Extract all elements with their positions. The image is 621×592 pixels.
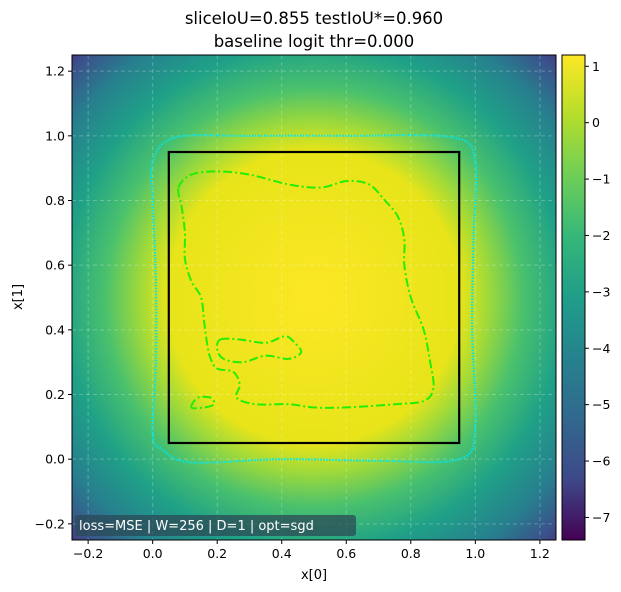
- x-tick-label: 1.0: [465, 546, 485, 561]
- threshold-contour: [149, 133, 478, 464]
- plot-area: [72, 55, 556, 540]
- y-tick-label: 0.2: [45, 387, 65, 402]
- annotation-background: [75, 515, 356, 536]
- x-axis-ticks: −0.2 0.0 0.2 0.4 0.6 0.8 1.0 1.2: [73, 540, 550, 561]
- y-tick-label: 0.6: [45, 258, 65, 273]
- x-tick-label: 0.2: [207, 546, 227, 561]
- config-annotation: loss=MSE | W=256 | D=1 | opt=sgd: [75, 515, 356, 536]
- x-axis-label: x[0]: [301, 568, 327, 583]
- colorbar-tick-label: −7: [592, 510, 610, 525]
- colorbar-tick-label: −2: [592, 228, 610, 243]
- x-tick-label: 0.4: [272, 546, 292, 561]
- x-tick-label: 0.0: [143, 546, 163, 561]
- colorbar-tick-label: −4: [592, 341, 610, 356]
- annotation-text: loss=MSE | W=256 | D=1 | opt=sgd: [79, 519, 314, 534]
- chart-title-line1: sliceIoU=0.855 testIoU*=0.960: [185, 9, 443, 28]
- x-tick-label: 0.8: [401, 546, 421, 561]
- colorbar-ticks: 1 0 −1 −2 −3 −4 −5 −6 −7: [585, 59, 610, 525]
- y-tick-label: 0.4: [45, 322, 65, 337]
- x-tick-label: −0.2: [73, 546, 103, 561]
- x-tick-label: 0.6: [336, 546, 356, 561]
- predicted-contour-inner-lobe: [215, 335, 303, 364]
- y-tick-label: 1.2: [45, 64, 65, 79]
- colorbar-tick-label: 1: [592, 59, 600, 74]
- true-box: [167, 150, 461, 445]
- y-axis-ticks: −0.2 0.0 0.2 0.4 0.6 0.8 1.0 1.2: [35, 64, 72, 531]
- chart-title-line2: baseline logit thr=0.000: [214, 32, 415, 51]
- heatmap: [72, 55, 556, 540]
- y-axis-label: x[1]: [11, 284, 26, 310]
- y-tick-label: 0.8: [45, 193, 65, 208]
- colorbar-tick-label: −6: [592, 454, 610, 469]
- y-tick-label: −0.2: [35, 516, 65, 531]
- y-tick-label: 0.0: [45, 452, 65, 467]
- plot-frame: [71, 54, 557, 541]
- colorbar-tick-label: 0: [592, 115, 600, 130]
- predicted-contour-small-lobe: [190, 395, 216, 410]
- colorbar-tick-label: −1: [592, 172, 610, 187]
- colorbar-tick-label: −3: [592, 284, 610, 299]
- x-tick-label: 1.2: [530, 546, 550, 561]
- colorbar-tick-label: −5: [592, 397, 610, 412]
- colorbar: 1 0 −1 −2 −3 −4 −5 −6 −7: [561, 54, 610, 541]
- predicted-contour-main: [177, 170, 435, 409]
- y-tick-label: 1.0: [45, 128, 65, 143]
- colorbar-fill: [561, 54, 586, 541]
